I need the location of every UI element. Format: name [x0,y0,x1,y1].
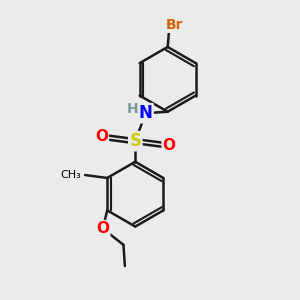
Text: O: O [95,129,108,144]
Text: N: N [139,104,152,122]
Text: Br: Br [166,18,183,32]
Text: H: H [127,102,138,116]
Text: O: O [96,221,109,236]
Text: CH₃: CH₃ [61,170,82,180]
Text: O: O [163,138,176,153]
Text: S: S [129,132,141,150]
